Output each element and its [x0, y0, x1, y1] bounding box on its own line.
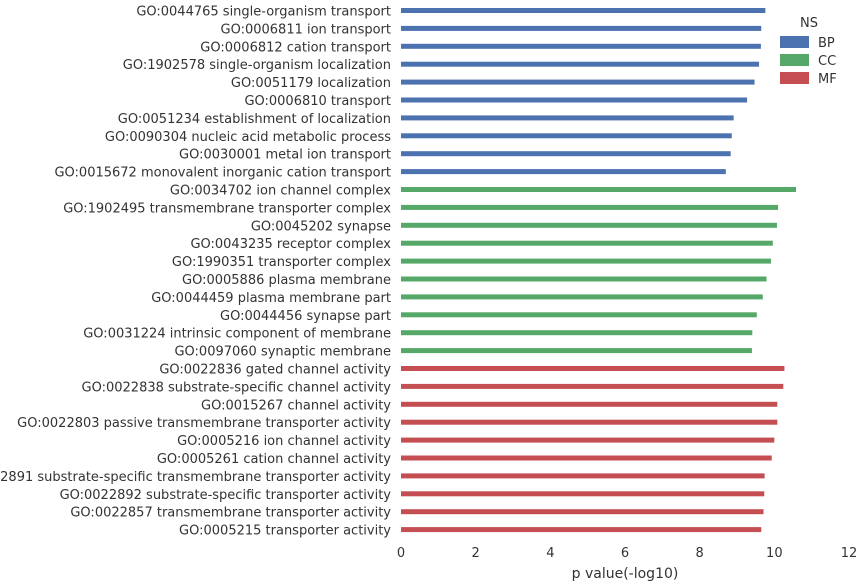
- bar: [401, 169, 726, 175]
- category-label: GO:0022891 substrate-specific transmembr…: [0, 470, 391, 485]
- legend-label: MF: [818, 72, 837, 87]
- category-label: GO:1902578 single-organism localization: [123, 58, 391, 73]
- category-label: GO:0045202 synapse: [251, 219, 391, 234]
- bar: [401, 258, 771, 264]
- bar: [401, 383, 784, 389]
- bar: [401, 330, 753, 336]
- category-label: GO:0034702 ion channel complex: [170, 184, 391, 199]
- category-label: GO:1990351 transporter complex: [172, 255, 391, 270]
- x-tick-label: 0: [397, 546, 405, 561]
- bar: [401, 491, 765, 497]
- x-tick-label: 6: [621, 546, 629, 561]
- bar: [401, 473, 765, 479]
- bar: [401, 437, 775, 443]
- category-label: GO:0005216 ion channel activity: [177, 434, 391, 449]
- category-label: GO:0015672 monovalent inorganic cation t…: [54, 166, 391, 181]
- legend: NS BP CC MF: [780, 16, 837, 87]
- x-tick-label: 2: [472, 546, 480, 561]
- bar: [401, 222, 777, 228]
- legend-swatch: [780, 54, 809, 66]
- bar: [401, 115, 734, 121]
- bar: [401, 187, 796, 192]
- category-label: GO:0044456 synapse part: [220, 309, 391, 324]
- bar: [401, 240, 773, 246]
- category-label: GO:0090304 nucleic acid metabolic proces…: [105, 130, 391, 145]
- category-label: GO:0051179 localization: [231, 76, 391, 91]
- legend-title: NS: [800, 16, 818, 31]
- bar: [401, 366, 785, 371]
- bar: [401, 151, 731, 157]
- bar: [401, 276, 767, 282]
- category-label: GO:0044765 single-organism transport: [136, 5, 391, 20]
- category-label: GO:0022857 transmembrane transporter act…: [70, 506, 391, 521]
- bar: [401, 419, 778, 425]
- category-label: GO:0030001 metal ion transport: [179, 148, 391, 163]
- category-label: GO:0005215 transporter activity: [179, 524, 391, 539]
- bar: [401, 43, 761, 49]
- bar: [401, 25, 762, 31]
- bar: [401, 204, 779, 210]
- bar: [401, 509, 764, 515]
- bar: [401, 8, 766, 13]
- x-tick-label: 12: [841, 546, 858, 561]
- category-label: GO:0097060 synaptic membrane: [174, 345, 391, 360]
- bars-layer: [401, 8, 796, 533]
- bar: [401, 97, 748, 103]
- bar: [401, 348, 752, 354]
- x-tick-label: 4: [546, 546, 554, 561]
- category-label: GO:0051234 establishment of localization: [118, 112, 391, 127]
- category-label: GO:0022838 substrate-specific channel ac…: [82, 380, 392, 395]
- legend-swatch: [780, 36, 809, 48]
- category-label: GO:0006812 cation transport: [200, 40, 391, 55]
- category-label: GO:0022892 substrate-specific transporte…: [60, 488, 392, 503]
- legend-label: BP: [818, 36, 835, 51]
- category-label: GO:0022803 passive transmembrane transpo…: [17, 416, 391, 431]
- category-label: GO:1902495 transmembrane transporter com…: [63, 201, 391, 216]
- category-label: GO:0005886 plasma membrane: [182, 273, 391, 288]
- category-label: GO:0031224 intrinsic component of membra…: [83, 327, 391, 342]
- x-axis-title: p value(-log10): [572, 566, 679, 582]
- bar: [401, 133, 732, 139]
- bar: [401, 294, 763, 300]
- x-tick-label: 8: [696, 546, 704, 561]
- legend-label: CC: [818, 54, 836, 69]
- bar: [401, 455, 772, 461]
- legend-items: BP CC MF: [780, 36, 837, 87]
- legend-swatch: [780, 72, 809, 84]
- category-labels: GO:0044765 single-organism transport GO:0…: [0, 5, 391, 539]
- category-label: GO:0006810 transport: [244, 94, 391, 109]
- category-label: GO:0005261 cation channel activity: [157, 452, 391, 467]
- bar: [401, 527, 762, 533]
- category-label: GO:0015267 channel activity: [201, 398, 391, 413]
- category-label: GO:0044459 plasma membrane part: [151, 291, 391, 306]
- category-label: GO:0022836 gated channel activity: [159, 363, 391, 378]
- bar: [401, 312, 757, 318]
- bar: [401, 401, 778, 407]
- bar: [401, 79, 755, 85]
- x-tick-label: 10: [766, 546, 783, 561]
- x-axis-ticks: 0 2 4 6 8 10 12: [397, 546, 857, 561]
- category-label: GO:0006811 ion transport: [221, 22, 392, 37]
- bar: [401, 61, 760, 67]
- category-label: GO:0043235 receptor complex: [190, 237, 391, 252]
